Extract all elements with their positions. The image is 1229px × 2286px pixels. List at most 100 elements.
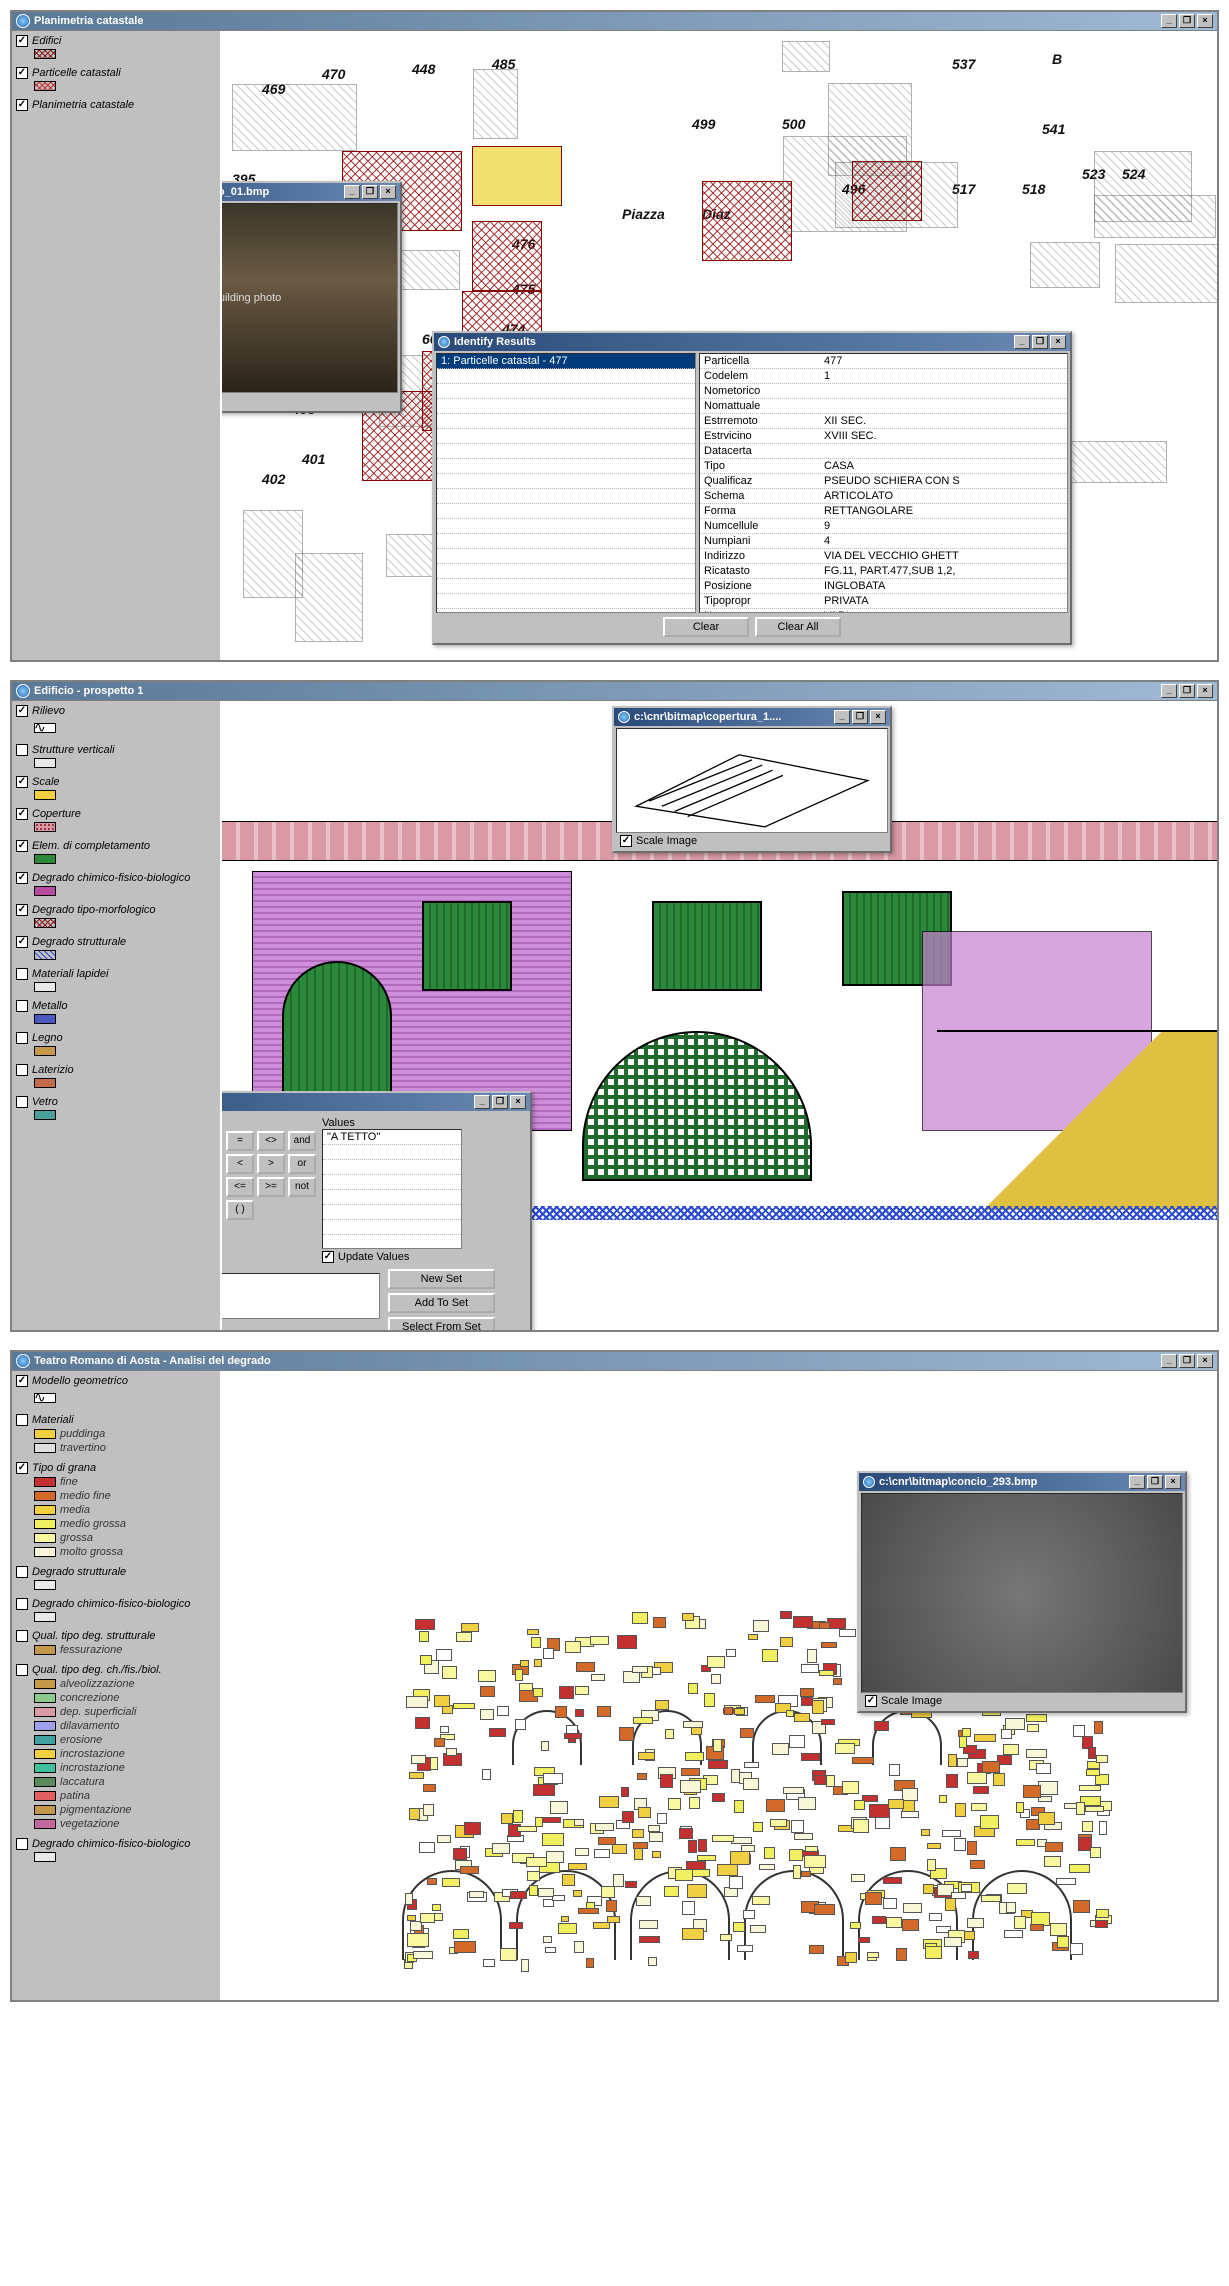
layer-checkbox[interactable] bbox=[16, 1462, 28, 1474]
map-canvas[interactable]: 469470448485537B499500541395477496517518… bbox=[222, 31, 1217, 660]
close-button[interactable]: × bbox=[510, 1095, 526, 1109]
layer-panel[interactable]: EdificiParticelle catastaliPlanimetria c… bbox=[12, 31, 222, 660]
update-values-checkbox[interactable] bbox=[322, 1251, 334, 1263]
minimize-button[interactable]: _ bbox=[344, 185, 360, 199]
maximize-button[interactable]: ❐ bbox=[1179, 14, 1195, 28]
parcel-shape[interactable] bbox=[472, 221, 542, 291]
clear-button[interactable]: Clear bbox=[663, 617, 749, 637]
table-row[interactable]: SchemaARTICOLATO bbox=[700, 489, 1067, 504]
table-row[interactable]: NomeproprVARI bbox=[700, 609, 1067, 613]
layer-label[interactable]: Metallo bbox=[32, 1000, 67, 1012]
minimize-button[interactable]: _ bbox=[474, 1095, 490, 1109]
minimize-button[interactable]: _ bbox=[1161, 684, 1177, 698]
table-row[interactable]: Nometorico bbox=[700, 384, 1067, 399]
layer-label[interactable]: Elem. di completamento bbox=[32, 840, 150, 852]
layer-label[interactable]: Degrado tipo-morfologico bbox=[32, 904, 156, 916]
layer-label[interactable]: Edifici bbox=[32, 35, 61, 47]
parcel-shape[interactable] bbox=[472, 146, 562, 206]
layer-label[interactable]: Materiali bbox=[32, 1414, 74, 1426]
maximize-button[interactable]: ❐ bbox=[1032, 335, 1048, 349]
minimize-button[interactable]: _ bbox=[1161, 1354, 1177, 1368]
layer-label[interactable]: Coperture bbox=[32, 808, 81, 820]
close-button[interactable]: × bbox=[1197, 14, 1213, 28]
table-row[interactable]: TipoCASA bbox=[700, 459, 1067, 474]
layer-label[interactable]: Legno bbox=[32, 1032, 63, 1044]
scale-image-checkbox[interactable] bbox=[865, 1695, 877, 1707]
layer-checkbox[interactable] bbox=[16, 1375, 28, 1387]
table-row[interactable]: Codelem1 bbox=[700, 369, 1067, 384]
operator-button[interactable]: = bbox=[226, 1131, 254, 1151]
table-row[interactable]: EstrremotoXII SEC. bbox=[700, 414, 1067, 429]
layer-label[interactable]: Particelle catastali bbox=[32, 67, 121, 79]
titlebar[interactable]: Teatro Romano di Aosta - Analisi del deg… bbox=[12, 1352, 1217, 1370]
layer-label[interactable]: Degrado strutturale bbox=[32, 1566, 126, 1578]
image-window[interactable]: c:\cnr\bitmap\edificio_01.bmp _ ❐ × buil… bbox=[222, 181, 402, 413]
table-row[interactable]: RicatastoFG.11, PART.477,SUB 1,2, bbox=[700, 564, 1067, 579]
minimize-button[interactable]: _ bbox=[1129, 1475, 1145, 1489]
layer-label[interactable]: Qual. tipo deg. strutturale bbox=[32, 1630, 156, 1642]
layer-checkbox[interactable] bbox=[16, 776, 28, 788]
table-row[interactable]: FormaRETTANGOLARE bbox=[700, 504, 1067, 519]
table-row[interactable]: Particella477 bbox=[700, 354, 1067, 369]
layer-checkbox[interactable] bbox=[16, 808, 28, 820]
layer-checkbox[interactable] bbox=[16, 1598, 28, 1610]
maximize-button[interactable]: ❐ bbox=[492, 1095, 508, 1109]
add-to-set-button[interactable]: Add To Set bbox=[388, 1293, 495, 1313]
layer-label[interactable]: Strutture verticali bbox=[32, 744, 115, 756]
layer-checkbox[interactable] bbox=[16, 744, 28, 756]
titlebar[interactable]: Edificio - prospetto 1 _ ❐ × bbox=[12, 682, 1217, 700]
layer-panel[interactable]: Modello geometrico∿Materialipuddingatrav… bbox=[12, 1371, 222, 2000]
titlebar[interactable]: Planimetria catastale _ ❐ × bbox=[12, 12, 1217, 30]
layer-checkbox[interactable] bbox=[16, 936, 28, 948]
table-row[interactable]: Datacerta bbox=[700, 444, 1067, 459]
maximize-button[interactable]: ❐ bbox=[1179, 1354, 1195, 1368]
layer-checkbox[interactable] bbox=[16, 1566, 28, 1578]
operator-button[interactable]: and bbox=[288, 1131, 316, 1151]
layer-checkbox[interactable] bbox=[16, 1000, 28, 1012]
operator-button[interactable]: <= bbox=[226, 1177, 254, 1197]
operator-button[interactable]: or bbox=[288, 1154, 316, 1174]
layer-checkbox[interactable] bbox=[16, 67, 28, 79]
layer-checkbox[interactable] bbox=[16, 1664, 28, 1676]
tree-row[interactable]: 1: Particelle catastal - 477 bbox=[437, 354, 695, 369]
new-set-button[interactable]: New Set bbox=[388, 1269, 495, 1289]
operator-button[interactable]: <> bbox=[257, 1131, 285, 1151]
minimize-button[interactable]: _ bbox=[834, 710, 850, 724]
table-row[interactable]: Numcellule9 bbox=[700, 519, 1067, 534]
value-item[interactable]: "A TETTO" bbox=[323, 1130, 461, 1145]
operator-button[interactable]: not bbox=[288, 1177, 316, 1197]
layer-checkbox[interactable] bbox=[16, 872, 28, 884]
table-row[interactable]: PosizioneINGLOBATA bbox=[700, 579, 1067, 594]
close-button[interactable]: × bbox=[1197, 1354, 1213, 1368]
identify-table[interactable]: Particella477Codelem1NometoricoNomattual… bbox=[699, 353, 1068, 613]
minimize-button[interactable]: _ bbox=[1161, 14, 1177, 28]
layer-checkbox[interactable] bbox=[16, 1032, 28, 1044]
identify-tree[interactable]: 1: Particelle catastal - 477 bbox=[436, 353, 696, 613]
table-row[interactable]: TipoproprPRIVATA bbox=[700, 594, 1067, 609]
layer-checkbox[interactable] bbox=[16, 1630, 28, 1642]
layer-label[interactable]: Degrado chimico-fisico-biologico bbox=[32, 872, 190, 884]
elevation-canvas[interactable]: c:\cnr\bitmap\copertura_1.... _ ❐ × Scal… bbox=[222, 701, 1217, 1330]
select-from-set-button[interactable]: Select From Set bbox=[388, 1317, 495, 1330]
operator-button[interactable]: ( ) bbox=[226, 1200, 254, 1220]
maximize-button[interactable]: ❐ bbox=[1179, 684, 1195, 698]
copertura-image-window[interactable]: c:\cnr\bitmap\copertura_1.... _ ❐ × Scal… bbox=[612, 706, 892, 853]
operator-grid[interactable]: =<>and<>or<=>=not( ) bbox=[226, 1131, 316, 1220]
layer-checkbox[interactable] bbox=[16, 1414, 28, 1426]
layer-label[interactable]: Materiali lapidei bbox=[32, 968, 108, 980]
close-button[interactable]: × bbox=[870, 710, 886, 724]
layer-label[interactable]: Modello geometrico bbox=[32, 1375, 128, 1387]
maximize-button[interactable]: ❐ bbox=[1147, 1475, 1163, 1489]
layer-label[interactable]: Degrado strutturale bbox=[32, 936, 126, 948]
layer-checkbox[interactable] bbox=[16, 968, 28, 980]
operator-button[interactable]: < bbox=[226, 1154, 254, 1174]
maximize-button[interactable]: ❐ bbox=[362, 185, 378, 199]
layer-label[interactable]: Degrado chimico-fisico-biologico bbox=[32, 1838, 190, 1850]
arches-canvas[interactable]: c:\cnr\bitmap\concio_293.bmp _ ❐ × Scale… bbox=[222, 1371, 1217, 2000]
values-list[interactable]: "A TETTO" bbox=[322, 1129, 462, 1249]
layer-label[interactable]: Qual. tipo deg. ch./fis./biol. bbox=[32, 1664, 162, 1676]
layer-checkbox[interactable] bbox=[16, 35, 28, 47]
layer-checkbox[interactable] bbox=[16, 705, 28, 717]
table-row[interactable]: EstrvicinoXVIII SEC. bbox=[700, 429, 1067, 444]
layer-checkbox[interactable] bbox=[16, 1096, 28, 1108]
